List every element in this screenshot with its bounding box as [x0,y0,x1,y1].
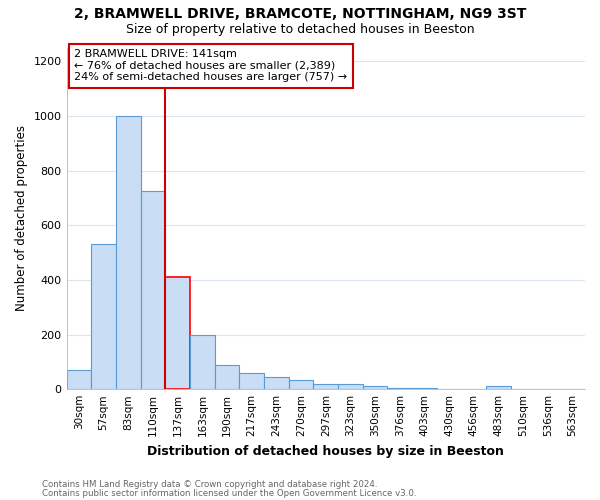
Bar [67,370,91,389]
X-axis label: Distribution of detached houses by size in Beeston: Distribution of detached houses by size … [148,444,504,458]
Bar [91,244,116,389]
Bar [165,277,190,389]
Bar [486,386,511,389]
Bar [363,386,388,389]
Text: Contains HM Land Registry data © Crown copyright and database right 2024.: Contains HM Land Registry data © Crown c… [42,480,377,489]
Bar [289,380,313,389]
Bar [190,336,215,389]
Bar [313,384,338,389]
Bar [215,364,239,389]
Bar [388,388,412,389]
Text: 2, BRAMWELL DRIVE, BRAMCOTE, NOTTINGHAM, NG9 3ST: 2, BRAMWELL DRIVE, BRAMCOTE, NOTTINGHAM,… [74,8,526,22]
Y-axis label: Number of detached properties: Number of detached properties [15,126,28,312]
Text: 2 BRAMWELL DRIVE: 141sqm
← 76% of detached houses are smaller (2,389)
24% of sem: 2 BRAMWELL DRIVE: 141sqm ← 76% of detach… [74,49,347,82]
Bar [264,377,289,389]
Text: Contains public sector information licensed under the Open Government Licence v3: Contains public sector information licen… [42,489,416,498]
Bar [140,191,165,389]
Bar [412,388,437,389]
Bar [338,384,363,389]
Text: Size of property relative to detached houses in Beeston: Size of property relative to detached ho… [125,22,475,36]
Bar [239,373,264,389]
Bar [116,116,140,389]
